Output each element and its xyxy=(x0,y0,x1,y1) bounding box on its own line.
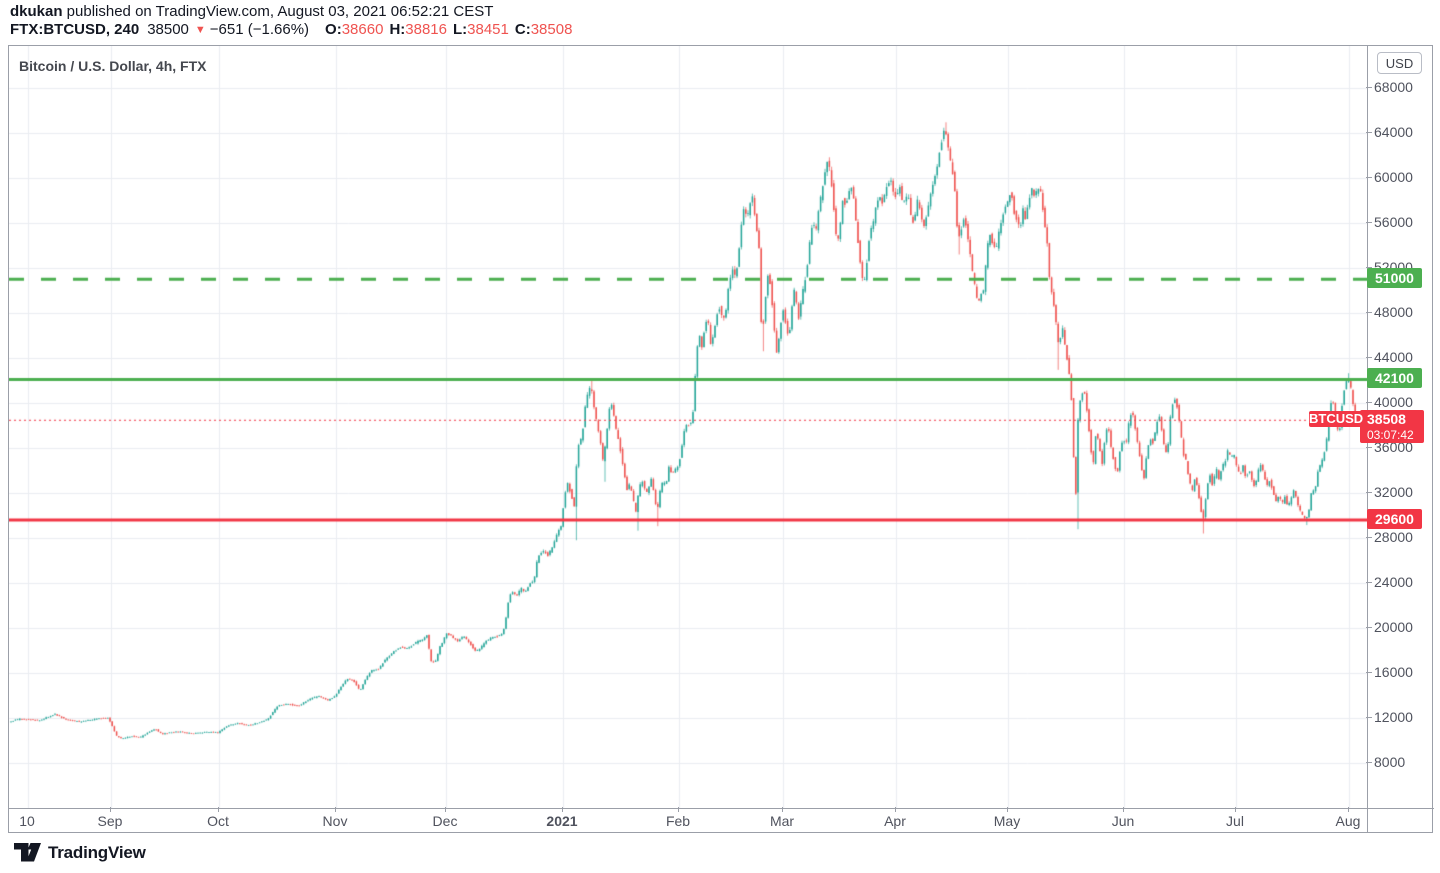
price-tick-label: 12000 xyxy=(1374,709,1413,725)
price-tick-mark xyxy=(1366,357,1372,358)
time-tick-mark xyxy=(110,807,111,812)
price-tick-mark xyxy=(1366,627,1372,628)
price-tick-label: 44000 xyxy=(1374,349,1413,365)
close-label: C: xyxy=(514,21,531,38)
time-axis-divider xyxy=(9,808,1434,809)
high-value: 38816 xyxy=(405,21,447,38)
price-tick-label: 48000 xyxy=(1374,304,1413,320)
price-tick-label: 36000 xyxy=(1374,439,1413,455)
time-tick-mark xyxy=(1123,807,1124,812)
time-tick-mark xyxy=(1235,807,1236,812)
price-tick-label: 32000 xyxy=(1374,484,1413,500)
tradingview-logo-text: TradingView xyxy=(48,843,146,862)
time-tick-label: Apr xyxy=(884,813,906,829)
low-label: L: xyxy=(452,21,468,38)
price-tick-label: 8000 xyxy=(1374,754,1406,770)
tradingview-logo-icon xyxy=(14,843,41,862)
time-tick-mark xyxy=(1348,807,1349,812)
time-tick-mark xyxy=(782,807,783,812)
symbol-ohlc-line: FTX:BTCUSD, 240 38500 ▼ −651 (−1.66%) O:3866… xyxy=(10,21,572,38)
time-tick-label: Feb xyxy=(665,813,691,829)
level-price-badge-resistance-upper[interactable]: 51000 xyxy=(1367,268,1422,289)
time-tick-label: Oct xyxy=(207,813,229,829)
close-value: 38508 xyxy=(530,21,573,38)
price-tick-mark xyxy=(1366,177,1372,178)
time-tick-label: Nov xyxy=(322,813,348,829)
price-tick-label: 64000 xyxy=(1374,124,1413,140)
time-tick-label: Aug xyxy=(1335,813,1361,829)
publish-info-line: dkukan published on TradingView.com, Aug… xyxy=(10,3,493,20)
current-price-label: 38508 xyxy=(1367,410,1406,427)
price-chart-canvas[interactable] xyxy=(9,46,1367,808)
time-tick-mark xyxy=(895,807,896,812)
time-tick-label: 2021 xyxy=(546,813,578,829)
low-value: 38451 xyxy=(467,21,509,38)
publish-info-text: published on TradingView.com, August 03,… xyxy=(62,3,494,20)
price-tick-label: 40000 xyxy=(1374,394,1413,410)
price-tick-mark xyxy=(1366,492,1372,493)
price-tick-mark xyxy=(1366,762,1372,763)
chart-widget: Bitcoin / U.S. Dollar, 4h, FTX USD xyxy=(8,45,1434,833)
symbol-interval-label: FTX:BTCUSD, 240 xyxy=(10,21,140,38)
time-tick-label: Sep xyxy=(97,813,123,829)
price-tick-mark xyxy=(1366,447,1372,448)
time-tick-label: Jun xyxy=(1111,813,1135,829)
price-tick-label: 24000 xyxy=(1374,574,1413,590)
time-tick-label: Mar xyxy=(769,813,795,829)
open-value: 38660 xyxy=(341,21,384,38)
price-tick-mark xyxy=(1366,267,1372,268)
time-tick-label: 10 xyxy=(19,813,35,829)
time-tick-label: May xyxy=(993,813,1021,829)
level-price-badge-support[interactable]: 29600 xyxy=(1367,509,1422,529)
high-label: H: xyxy=(389,21,406,38)
price-tick-label: 60000 xyxy=(1374,169,1413,185)
price-tick-label: 56000 xyxy=(1374,214,1413,230)
price-tick-mark xyxy=(1366,402,1372,403)
price-tick-mark xyxy=(1366,717,1372,718)
time-tick-mark xyxy=(678,807,679,812)
publisher-username: dkukan xyxy=(10,3,63,20)
time-tick-mark xyxy=(562,807,563,812)
price-tick-mark xyxy=(1366,312,1372,313)
time-tick-label: Jul xyxy=(1226,813,1244,829)
level-price-badge-resistance-lower[interactable]: 42100 xyxy=(1367,368,1422,389)
currency-unit-button[interactable]: USD xyxy=(1377,52,1422,74)
time-tick-mark xyxy=(445,807,446,812)
symbol-price-flag: BTCUSD xyxy=(1309,410,1364,427)
price-tick-mark xyxy=(1366,222,1372,223)
price-tick-mark xyxy=(1366,582,1372,583)
time-tick-label: Dec xyxy=(432,813,458,829)
chart-legend[interactable]: Bitcoin / U.S. Dollar, 4h, FTX xyxy=(19,58,207,74)
price-tick-label: 28000 xyxy=(1374,529,1413,545)
price-tick-mark xyxy=(1366,537,1372,538)
bar-countdown: 03:07:42 xyxy=(1367,427,1414,442)
time-tick-mark xyxy=(218,807,219,812)
tradingview-logo[interactable]: TradingView xyxy=(14,843,146,863)
price-tick-mark xyxy=(1366,672,1372,673)
chart-pane[interactable] xyxy=(9,46,1367,808)
price-change: −651 (−1.66%) xyxy=(209,21,310,38)
last-price: 38500 xyxy=(147,21,189,38)
price-tick-mark xyxy=(1366,132,1372,133)
price-tick-label: 68000 xyxy=(1374,79,1413,95)
price-tick-label: 16000 xyxy=(1374,664,1413,680)
price-tick-label: 20000 xyxy=(1374,619,1413,635)
down-triangle-icon: ▼ xyxy=(194,24,206,36)
time-tick-mark xyxy=(1007,807,1008,812)
price-tick-mark xyxy=(1366,87,1372,88)
time-tick-mark xyxy=(335,807,336,812)
current-price-badge: 38508 03:07:42 xyxy=(1360,409,1424,443)
open-label: O: xyxy=(325,21,342,38)
